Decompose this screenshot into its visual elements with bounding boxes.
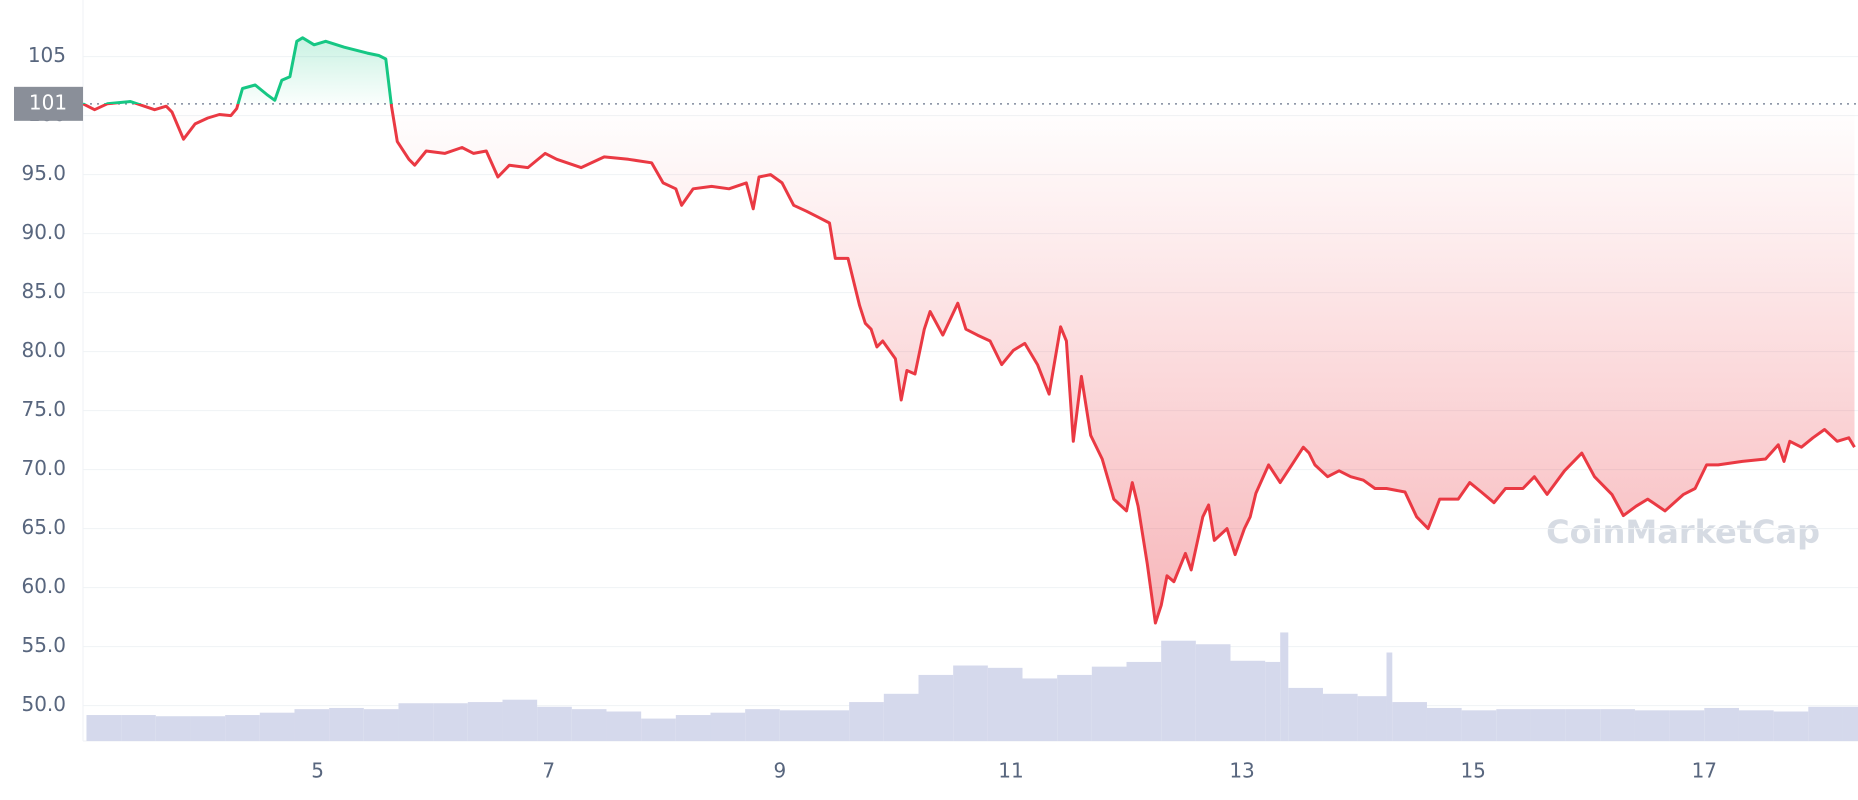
- volume-bar: [1808, 706, 1843, 741]
- volume-bar: [883, 693, 919, 741]
- volume-bar: [606, 711, 642, 741]
- volume-bar: [641, 718, 676, 741]
- y-tick-label: 75.0: [21, 397, 66, 421]
- volume-bar: [433, 703, 468, 741]
- y-tick-label: 70.0: [21, 456, 66, 480]
- volume-bar: [1386, 652, 1393, 741]
- volume-bar: [1357, 696, 1387, 741]
- volume-bar: [814, 710, 850, 741]
- price-line: [82, 36, 1856, 625]
- volume-bar: [1634, 710, 1670, 741]
- volume-bar: [779, 710, 815, 741]
- volume-bar: [1288, 687, 1323, 741]
- volume-bar: [675, 715, 711, 741]
- volume-bar: [1161, 640, 1196, 741]
- watermark: CoinMarketCap: [1546, 513, 1820, 551]
- volume-bar: [1022, 678, 1058, 741]
- volume-bar: [398, 703, 434, 741]
- volume-bar: [121, 715, 156, 741]
- volume-bar: [987, 667, 1023, 741]
- volume-bar: [363, 709, 399, 741]
- volume-bar: [1461, 710, 1497, 741]
- volume-bar: [1265, 661, 1281, 741]
- x-tick-label: 17: [1692, 759, 1717, 783]
- y-tick-label: 90.0: [21, 220, 66, 244]
- volume-bar: [155, 716, 191, 741]
- volume-bar: [537, 706, 572, 741]
- volume-bar: [259, 712, 295, 741]
- volume-bar: [1091, 666, 1127, 741]
- volume-bar: [953, 665, 988, 741]
- volume-bar: [1496, 709, 1531, 741]
- volume-bar: [1530, 709, 1566, 741]
- volume-bar: [571, 709, 607, 741]
- x-tick-label: 15: [1460, 759, 1485, 783]
- y-tick-label: 50.0: [21, 692, 66, 716]
- x-tick-label: 13: [1229, 759, 1254, 783]
- volume-bar: [1280, 632, 1289, 741]
- volume-bar: [294, 709, 330, 741]
- volume-bar: [1600, 709, 1635, 741]
- volume-bar: [1704, 707, 1739, 741]
- volume-bar: [849, 702, 884, 741]
- y-tick-label: 55.0: [21, 633, 66, 657]
- baseline-label-box: [14, 86, 83, 121]
- volume-bar: [190, 716, 226, 741]
- volume-bar: [1322, 693, 1358, 741]
- volume-bar: [1773, 711, 1809, 741]
- volume-bar: [1738, 710, 1774, 741]
- y-tick-label: 80.0: [21, 338, 66, 362]
- volume-bar: [467, 702, 503, 741]
- y-tick-label: 65.0: [21, 515, 66, 539]
- volume-bar: [918, 674, 954, 741]
- volume-bar: [1669, 710, 1705, 741]
- volume-bar: [225, 715, 260, 741]
- volume-bar: [1057, 674, 1092, 741]
- x-tick-label: 9: [773, 759, 786, 783]
- volume-bar: [1565, 709, 1601, 741]
- x-tick-label: 5: [311, 759, 324, 783]
- baseline-label: 101: [29, 90, 67, 114]
- y-tick-label: 85.0: [21, 279, 66, 303]
- y-tick-label: 105: [28, 43, 66, 67]
- volume-bar: [710, 712, 746, 741]
- volume-bar: [329, 707, 364, 741]
- y-tick-label: 60.0: [21, 574, 66, 598]
- volume-bar: [1392, 702, 1427, 741]
- volume-bar: [1426, 707, 1462, 741]
- volume-bar: [745, 709, 780, 741]
- x-tick-label: 7: [542, 759, 555, 783]
- y-tick-label: 95.0: [21, 161, 66, 185]
- volume-bar: [1195, 644, 1231, 741]
- x-tick-label: 11: [998, 759, 1023, 783]
- volume-bar: [502, 699, 538, 741]
- volume-bar: [86, 715, 122, 741]
- volume-bar: [1230, 660, 1266, 741]
- volume-bar: [1842, 706, 1858, 741]
- volume-bar: [1126, 661, 1162, 741]
